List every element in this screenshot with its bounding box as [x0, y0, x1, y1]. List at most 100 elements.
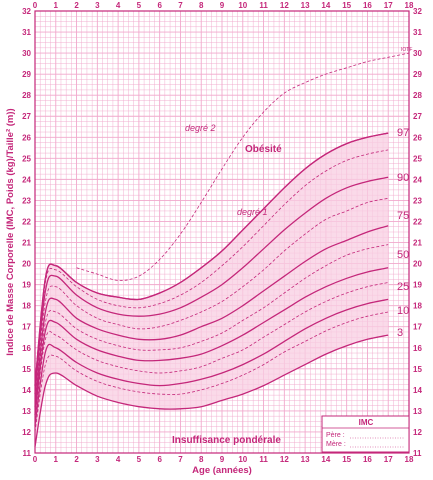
x-tick-bottom: 6 [157, 455, 162, 464]
series-line-intermediate-5 [34, 244, 389, 411]
y-tick-right: 30 [413, 49, 422, 58]
legend-box: IMC Père : Mère : [321, 415, 410, 453]
y-tick-left: 14 [22, 386, 31, 395]
series-line-97 [34, 132, 389, 386]
series-line-intermediate-1 [34, 311, 389, 433]
label-insuffisance: Insuffisance pondérale [172, 435, 281, 446]
y-tick-left: 18 [22, 302, 31, 311]
x-tick-bottom: 5 [137, 455, 142, 464]
overweight-band [35, 133, 389, 447]
x-tick-bottom: 13 [301, 455, 310, 464]
y-tick-left: 15 [22, 365, 31, 374]
x-tick-top: 0 [33, 1, 38, 10]
x-tick-bottom: 18 [405, 455, 414, 464]
y-tick-left: 17 [22, 323, 31, 332]
y-tick-right: 12 [413, 428, 422, 437]
x-tick-bottom: 0 [33, 455, 38, 464]
x-tick-top: 1 [54, 1, 59, 10]
x-tick-top: 9 [220, 1, 225, 10]
percentile-lines [34, 52, 410, 447]
y-tick-right: 26 [413, 133, 422, 142]
x-tick-top: 4 [116, 1, 121, 10]
x-tick-top: 3 [95, 1, 100, 10]
label-50: 50 [397, 249, 409, 261]
y-tick-left: 30 [22, 49, 31, 58]
x-tick-bottom: 16 [363, 455, 372, 464]
x-tick-bottom: 2 [74, 455, 79, 464]
label-degre-1: degré 1 [237, 207, 268, 217]
x-tick-top: 18 [405, 1, 414, 10]
x-tick-bottom: 9 [220, 455, 225, 464]
y-tick-left: 25 [22, 154, 31, 163]
label-3: 3 [397, 327, 403, 339]
x-tick-bottom: 10 [238, 455, 247, 464]
y-tick-right: 15 [413, 365, 422, 374]
x-tick-top: 7 [178, 1, 183, 10]
x-tick-bottom: 7 [178, 455, 183, 464]
x-tick-bottom: 3 [95, 455, 100, 464]
y-tick-left: 27 [22, 112, 31, 121]
label-75: 75 [397, 210, 409, 222]
y-tick-left: 16 [22, 344, 31, 353]
series-line-10 [34, 298, 389, 426]
series-line-3 [34, 334, 389, 447]
series-line-intermediate-7 [34, 197, 389, 401]
x-tick-bottom: 17 [384, 455, 393, 464]
y-tick-right: 21 [413, 239, 422, 248]
plot-frame [34, 10, 410, 454]
x-tick-bottom: 4 [116, 455, 121, 464]
y-tick-right: 32 [413, 7, 422, 16]
x-tick-top: 6 [157, 1, 162, 10]
x-axis-label: Age (années) [192, 465, 252, 476]
y-tick-left: 12 [22, 428, 31, 437]
legend-row-pere: Père : [326, 432, 345, 439]
legend-title: IMC [359, 418, 374, 427]
x-tick-bottom: 8 [199, 455, 204, 464]
series-line-25 [34, 267, 389, 416]
y-tick-right: 28 [413, 91, 422, 100]
series-line-intermediate-9 [34, 149, 389, 388]
y-tick-right: 17 [413, 323, 422, 332]
y-tick-right: 22 [413, 217, 422, 226]
y-tick-left: 31 [22, 28, 31, 37]
x-tick-top: 14 [321, 1, 330, 10]
y-tick-left: 23 [22, 196, 31, 205]
y-tick-right: 16 [413, 344, 422, 353]
y-tick-right: 23 [413, 196, 422, 205]
series-line-50 [34, 225, 389, 407]
label-25: 25 [397, 281, 409, 293]
x-tick-top: 16 [363, 1, 372, 10]
y-tick-left: 32 [22, 7, 31, 16]
band-fill [35, 133, 389, 447]
label-10: 10 [397, 305, 409, 317]
x-tick-bottom: 15 [342, 455, 351, 464]
axis-ticks: 0011223344556677889910101111121213131414… [22, 1, 422, 464]
y-tick-left: 29 [22, 70, 31, 79]
y-tick-right: 27 [413, 112, 422, 121]
y-tick-left: 19 [22, 281, 31, 290]
y-tick-left: 21 [22, 239, 31, 248]
y-tick-left: 26 [22, 133, 31, 142]
label-97: 97 [397, 127, 409, 139]
x-tick-bottom: 1 [54, 455, 59, 464]
label-obesite: Obésité [245, 144, 282, 155]
y-tick-left: 22 [22, 217, 31, 226]
series-line-intermediate-3 [34, 282, 389, 420]
y-tick-left: 11 [23, 449, 32, 458]
y-tick-right: 25 [413, 154, 422, 163]
y-axis-label: Indice de Masse Corporelle (IMC, Poids (… [5, 108, 16, 355]
x-tick-top: 13 [301, 1, 310, 10]
label-iotf: IOTF [401, 47, 412, 53]
y-tick-left: 13 [22, 407, 31, 416]
series-line-75 [34, 176, 389, 395]
x-tick-top: 2 [74, 1, 79, 10]
y-tick-right: 11 [413, 449, 422, 458]
x-tick-top: 17 [384, 1, 393, 10]
y-tick-right: 20 [413, 260, 422, 269]
x-tick-top: 11 [259, 1, 268, 10]
x-tick-bottom: 11 [259, 455, 268, 464]
y-tick-right: 14 [413, 386, 422, 395]
x-tick-top: 10 [238, 1, 247, 10]
x-tick-top: 12 [280, 1, 289, 10]
